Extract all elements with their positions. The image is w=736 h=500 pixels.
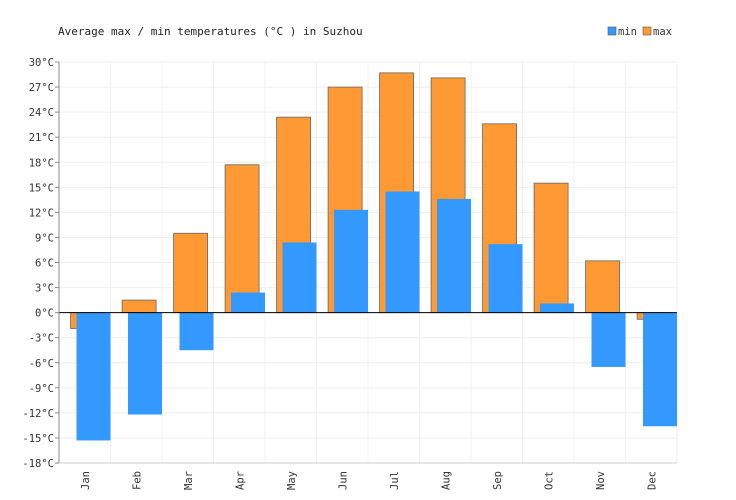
y-tick-label: -12°C xyxy=(22,408,54,420)
x-tick-label: Mar xyxy=(183,471,195,490)
y-axis-tick-labels: 30°C 27°C 24°C 21°C 18°C 15°C 12°C 9°C 6°C 3°C 0°C… xyxy=(22,57,54,470)
bar-min-apr xyxy=(231,292,265,313)
x-tick-label: Dec xyxy=(646,471,658,490)
y-tick-label: 12°C xyxy=(29,207,54,219)
legend-swatch-min xyxy=(607,26,617,36)
y-tick-label: 15°C xyxy=(29,182,54,194)
x-tick-label: May xyxy=(286,471,298,490)
y-tick-label: -3°C xyxy=(29,333,54,345)
bar-min-sep xyxy=(488,244,523,313)
bar-max-oct xyxy=(533,182,569,314)
bar-max-nov xyxy=(585,260,620,314)
x-tick-label: Jun xyxy=(337,471,349,490)
legend-label-min: min xyxy=(618,26,637,38)
bar-min-aug xyxy=(437,199,471,313)
legend-swatch-max xyxy=(642,26,652,36)
bar-min-may xyxy=(282,242,317,313)
bar-min-nov xyxy=(591,312,626,367)
x-tick-label: Feb xyxy=(131,471,143,490)
legend: min max xyxy=(607,26,672,38)
bar-min-jan xyxy=(76,312,111,441)
bar-min-mar xyxy=(179,312,214,351)
y-tick-label: 3°C xyxy=(35,283,54,295)
bars xyxy=(70,72,677,441)
y-tick-label: 18°C xyxy=(29,157,54,169)
y-tick-label: 24°C xyxy=(29,107,54,119)
x-tick-label: Oct xyxy=(543,471,555,490)
x-tick-label: Jul xyxy=(389,471,401,490)
bar-max-apr xyxy=(224,164,260,314)
x-tick-label: Apr xyxy=(234,471,246,490)
legend-label-max: max xyxy=(653,26,672,38)
y-tick-label: 0°C xyxy=(35,308,54,320)
bar-min-jul xyxy=(385,191,420,313)
y-tick-label: 27°C xyxy=(29,82,54,94)
y-tick-label: -18°C xyxy=(22,458,54,470)
y-tick-label: -15°C xyxy=(22,433,54,445)
bar-min-jun xyxy=(334,209,368,313)
y-tick-label: 30°C xyxy=(29,57,54,69)
x-tick-label: Nov xyxy=(595,471,607,490)
y-tick-label: 21°C xyxy=(29,132,54,144)
bar-min-feb xyxy=(128,312,162,415)
bar-max-feb xyxy=(121,299,157,314)
bar-min-dec xyxy=(643,312,677,427)
x-tick-label: Sep xyxy=(492,471,504,490)
x-axis-tick-labels: Jan Feb Mar Apr May Jun Jul Aug Sep Oct Nov Dec xyxy=(80,471,659,490)
bar-min-oct xyxy=(540,303,574,313)
bar-max-mar xyxy=(173,232,209,314)
axes xyxy=(58,62,677,464)
y-tick-label: 9°C xyxy=(35,232,54,244)
x-tick-label: Aug xyxy=(440,471,452,490)
y-tick-label: 6°C xyxy=(35,258,54,270)
chart-title: Average max / min temperatures (°C ) in … xyxy=(58,25,363,38)
x-tick-label: Jan xyxy=(80,471,92,490)
y-tick-label: -6°C xyxy=(29,358,54,370)
y-tick-label: -9°C xyxy=(29,383,54,395)
